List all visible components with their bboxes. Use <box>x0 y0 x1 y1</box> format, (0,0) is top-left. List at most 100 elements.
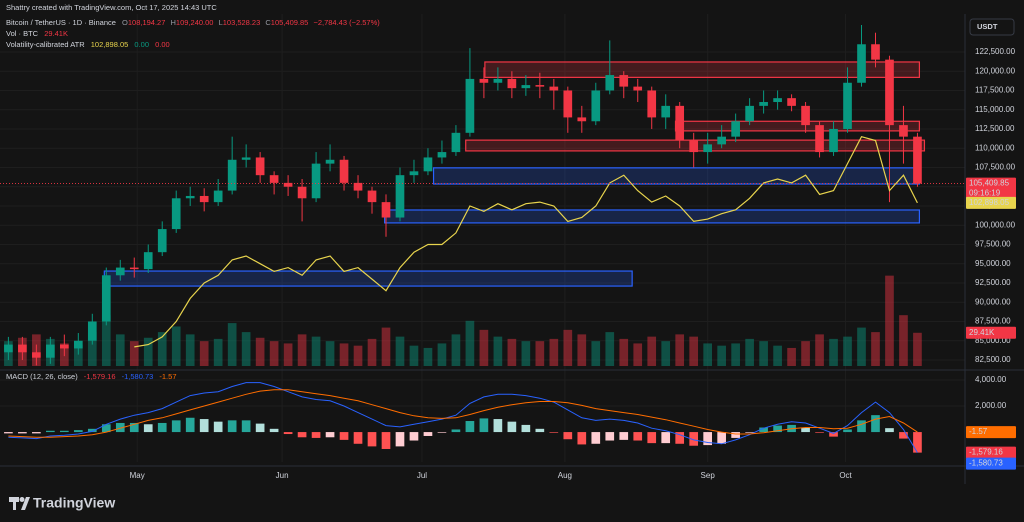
macd-histogram-bar <box>18 432 27 434</box>
volume-bar <box>395 336 405 366</box>
zone <box>484 61 921 78</box>
candle-body <box>885 59 894 126</box>
volume-bar <box>507 338 517 366</box>
y-tick-label: 115,000.00 <box>975 105 1015 114</box>
volume-bar <box>647 336 657 366</box>
macd-histogram-bar <box>591 432 601 444</box>
candle-body <box>367 190 377 203</box>
logo-shape <box>19 497 25 502</box>
candle-body <box>759 102 768 106</box>
volume-bar <box>535 341 545 366</box>
macd-histogram-bar <box>563 432 573 440</box>
macd-label: MACD (12, 26, close) <box>6 372 78 381</box>
macd-histogram-bar <box>4 432 13 434</box>
macd-histogram-bar <box>801 427 810 433</box>
atr-legend: Volatility-calibrated ATR 102,898.05 0.0… <box>6 40 170 49</box>
volume-bar <box>661 341 671 366</box>
volume-bar <box>325 341 335 366</box>
volume-bar <box>549 338 559 366</box>
candle-body <box>913 136 922 184</box>
volume-bar <box>311 336 321 366</box>
macd-histogram-bar <box>115 422 125 433</box>
candle-body <box>423 157 433 172</box>
candle-body <box>87 321 97 341</box>
candle-body <box>199 195 209 203</box>
volume-bar <box>157 332 167 366</box>
macd-histogram-bar <box>409 432 419 441</box>
macd-histogram-bar <box>381 432 391 449</box>
macd-line <box>8 382 918 453</box>
volume-bar <box>283 343 293 366</box>
macd-histogram-bar <box>745 432 754 433</box>
brand: TradingView <box>33 495 115 511</box>
volume-bar <box>213 338 223 366</box>
atr-tag-box <box>966 196 1016 209</box>
macd-histogram-bar <box>423 432 433 436</box>
signal-tag: -1.57 <box>969 427 988 436</box>
y-tick-label: 4,000.00 <box>975 375 1007 384</box>
currency[interactable]: USDT <box>977 22 998 31</box>
candle-body <box>129 267 139 270</box>
candle-body <box>619 75 629 87</box>
macd-histogram-bar <box>297 432 307 438</box>
volume-bar <box>857 327 866 366</box>
candle-body <box>633 86 643 91</box>
macd-histogram-bar <box>647 432 657 444</box>
candle-body <box>381 202 391 218</box>
signal-tag-box <box>966 426 1016 439</box>
candle-body <box>353 182 363 191</box>
volume-bar <box>409 345 419 366</box>
macd-value: -1.57 <box>159 372 176 381</box>
y-tick-label: 112,500.00 <box>975 124 1015 133</box>
volume-bar <box>381 327 391 366</box>
volume-bar <box>815 334 824 366</box>
candle-body <box>297 186 307 199</box>
volume-bar <box>899 315 908 366</box>
volume-bar <box>717 345 726 366</box>
ohlc-key: L <box>219 18 223 27</box>
candle-body <box>409 171 419 176</box>
volume-bar <box>479 329 489 366</box>
candle-body <box>143 252 153 270</box>
ohlc-key: C <box>265 18 271 27</box>
candle-body <box>339 159 349 183</box>
y-tick-label: 90,000.00 <box>975 297 1011 306</box>
candle-body <box>787 98 796 106</box>
axes: 82,500.00 85,000.00 87,500.00 90,000.00 92,5… <box>130 47 1016 480</box>
volume-bar <box>801 341 810 366</box>
candle-body <box>4 344 13 353</box>
logo-shape <box>13 497 16 510</box>
macd-value: -1,580.73 <box>122 372 154 381</box>
volume-bar <box>843 336 852 366</box>
macd-histogram-bar <box>871 415 880 433</box>
price-axis-panel <box>965 14 1024 484</box>
y-tick-label: 87,500.00 <box>975 317 1011 326</box>
volume-bar <box>465 320 475 366</box>
x-tick-label: Aug <box>558 471 572 480</box>
macd-histogram-bar <box>675 432 685 444</box>
macd-histogram-bar <box>437 432 447 433</box>
volume-bar <box>619 338 629 366</box>
last-price-tag: 105,409.85 <box>969 179 1010 188</box>
macd-histogram-bar <box>619 432 629 440</box>
macd-histogram-bar <box>283 432 293 435</box>
candle-body <box>591 90 601 122</box>
volume-bar <box>227 323 237 366</box>
candle-body <box>73 340 83 349</box>
macd-legend: MACD (12, 26, close) -1,579.16 -1,580.73… <box>6 372 177 381</box>
macd-histogram-bar <box>129 422 139 433</box>
macd-histogram-bar <box>241 420 251 433</box>
candle-body <box>731 121 740 137</box>
candle-body <box>871 44 880 60</box>
currency-box[interactable] <box>969 18 1015 36</box>
volume-bar <box>367 338 377 366</box>
volume-bar <box>871 332 880 366</box>
volume-bar <box>129 341 139 366</box>
candle-body <box>549 86 559 91</box>
candle-body <box>899 125 908 137</box>
candle-body <box>493 78 503 83</box>
macd-histogram-bar <box>815 432 824 433</box>
y-tick-label: 117,500.00 <box>975 86 1015 95</box>
